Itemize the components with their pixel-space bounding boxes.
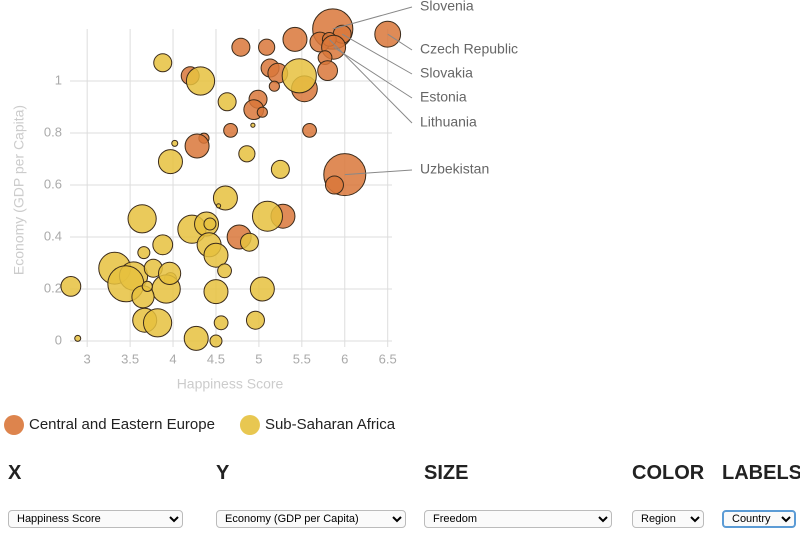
bubble	[153, 53, 173, 73]
annotation-label: Lithuania	[420, 114, 477, 130]
chart: Happiness Score Economy (GDP per Capita)…	[4, 0, 518, 435]
x-tick-label: 3.5	[121, 351, 139, 366]
annotation-label: Slovenia	[420, 0, 474, 14]
bubble	[215, 203, 222, 209]
x-axis-title: Happiness Score	[177, 376, 284, 392]
x-tick-label: 3	[84, 351, 91, 366]
annotation-label: Czech Republic	[420, 41, 518, 57]
bubble	[152, 234, 174, 256]
bubble	[171, 139, 179, 147]
control-heading: LABELS	[722, 462, 800, 484]
bubble	[249, 276, 275, 302]
bubble	[157, 149, 183, 175]
bubble	[213, 315, 229, 331]
bubble	[217, 92, 237, 112]
bubble	[270, 159, 290, 179]
annotation-line	[332, 6, 413, 30]
bubble	[282, 26, 308, 52]
y-tick-label: 0.2	[44, 280, 62, 295]
annotation-label: Slovakia	[420, 65, 473, 81]
control-heading: X	[8, 462, 22, 484]
bubble	[60, 276, 82, 297]
bubble	[251, 200, 283, 232]
bubble	[127, 204, 157, 234]
x-tick-label: 6	[341, 351, 348, 366]
annotation-line	[333, 46, 413, 99]
annotation-line	[341, 33, 413, 75]
legend-label: Central and Eastern Europe	[29, 416, 215, 433]
control-heading: Y	[216, 462, 230, 484]
bubble	[302, 122, 317, 138]
bubble	[258, 38, 276, 56]
annotation-line	[328, 39, 413, 124]
bubble	[185, 66, 216, 96]
control-select[interactable]: Freedom	[424, 510, 612, 528]
x-tick-label: 5	[255, 351, 262, 366]
annotation-line	[387, 33, 413, 51]
bubble	[142, 308, 173, 338]
bubble	[74, 334, 82, 342]
bubble	[268, 80, 280, 92]
legend-label: Sub-Saharan Africa	[265, 416, 396, 433]
bubble	[223, 122, 238, 138]
bubble	[245, 310, 265, 330]
x-tick-label: 4	[169, 351, 176, 366]
bubble	[324, 175, 344, 195]
control-select[interactable]: Region	[632, 510, 704, 528]
x-tick-label: 6.5	[379, 351, 397, 366]
x-tick-label: 4.5	[207, 351, 225, 366]
bubble	[141, 280, 153, 292]
bubble	[209, 334, 223, 348]
bubble	[203, 279, 229, 305]
legend-marker	[239, 415, 260, 435]
y-tick-label: 1	[55, 72, 62, 87]
annotation-line	[344, 169, 413, 176]
bubble	[231, 37, 251, 57]
bubble	[158, 261, 182, 285]
annotation-label: Estonia	[420, 89, 467, 105]
annotation-label: Uzbekistan	[420, 161, 489, 177]
control-select[interactable]: Happiness Score	[8, 510, 183, 528]
control-select[interactable]: Country	[722, 510, 796, 528]
y-tick-label: 0.6	[44, 176, 62, 191]
bubble	[137, 246, 151, 260]
x-tick-label: 5.5	[293, 351, 311, 366]
bubble	[183, 325, 209, 351]
bubble	[281, 58, 317, 94]
bubble	[256, 106, 268, 118]
bubble	[203, 217, 217, 231]
control-heading: SIZE	[424, 462, 469, 484]
bubble	[184, 133, 210, 159]
control-select[interactable]: Economy (GDP per Capita)	[216, 510, 406, 528]
legend-marker	[4, 415, 24, 435]
y-axis-title: Economy (GDP per Capita)	[11, 105, 27, 275]
y-tick-label: 0	[55, 332, 62, 347]
bubble	[250, 122, 256, 128]
y-tick-label: 0.4	[44, 228, 62, 243]
bubble	[317, 60, 339, 81]
bubble	[203, 242, 229, 268]
control-heading: COLOR	[632, 462, 705, 484]
bubble	[238, 145, 256, 163]
y-tick-label: 0.8	[44, 124, 62, 139]
bubble	[217, 263, 232, 279]
bubble	[239, 232, 259, 252]
